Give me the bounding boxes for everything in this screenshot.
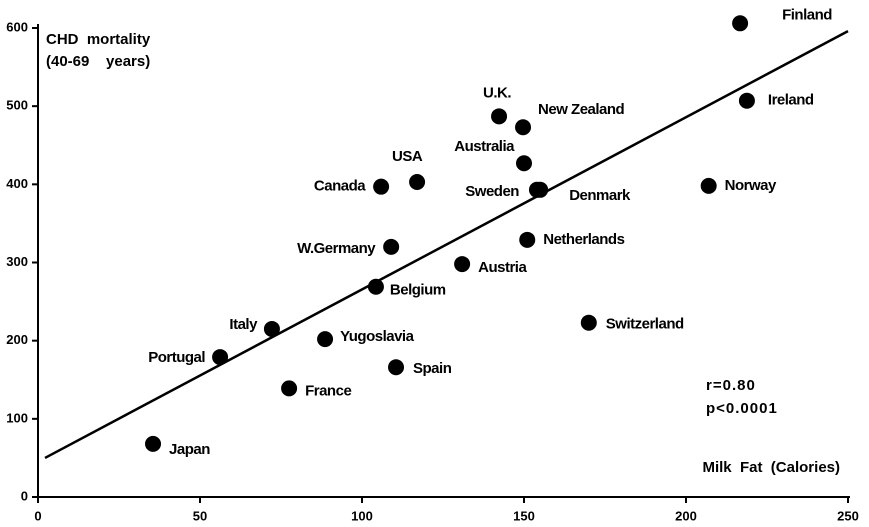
y-tick-label: 100 bbox=[6, 410, 28, 425]
y-tick-label: 400 bbox=[6, 176, 28, 191]
y-axis-label: (40-69 years) bbox=[46, 53, 150, 70]
x-tick-label: 200 bbox=[675, 508, 697, 523]
trendline bbox=[44, 30, 849, 460]
point bbox=[367, 278, 384, 295]
x-tick-label: 50 bbox=[193, 508, 207, 523]
x-tick-label: 100 bbox=[351, 508, 373, 523]
y-tick-label: 0 bbox=[21, 488, 28, 503]
point-label: Italy bbox=[229, 316, 258, 333]
point-label: Austria bbox=[478, 259, 527, 276]
annotation: r=0.80 bbox=[706, 377, 756, 394]
point bbox=[732, 15, 749, 32]
point-label: Australia bbox=[454, 138, 515, 155]
x-tick-label: 250 bbox=[837, 508, 859, 523]
point bbox=[516, 155, 532, 172]
point bbox=[388, 359, 405, 376]
point-label: Japan bbox=[169, 441, 210, 458]
point bbox=[515, 119, 532, 136]
point bbox=[145, 435, 162, 452]
y-axis-label: CHD mortality bbox=[46, 31, 151, 48]
y-tick-label: 600 bbox=[6, 19, 28, 34]
point-label: France bbox=[305, 382, 351, 399]
y-tick-label: 500 bbox=[6, 98, 28, 113]
point-label: Ireland bbox=[768, 92, 814, 109]
point-label: New Zealand bbox=[538, 101, 625, 118]
y-tick-label: 200 bbox=[6, 332, 28, 347]
point bbox=[317, 331, 334, 348]
point-label: U.K. bbox=[483, 84, 511, 101]
point bbox=[454, 256, 471, 273]
point bbox=[491, 108, 508, 125]
point-label: Norway bbox=[725, 177, 777, 194]
point-label: Netherlands bbox=[543, 231, 624, 248]
point-label: Finland bbox=[782, 6, 832, 23]
point-label: Sweden bbox=[465, 183, 519, 200]
point bbox=[212, 349, 229, 366]
point-label: W.Germany bbox=[297, 240, 376, 257]
point-label: Spain bbox=[413, 360, 452, 377]
point bbox=[383, 238, 400, 255]
y-tick-label: 300 bbox=[6, 254, 28, 269]
point bbox=[373, 178, 390, 195]
point-label: Denmark bbox=[569, 187, 631, 204]
point bbox=[700, 177, 717, 194]
x-axis-label: Milk Fat (Calories) bbox=[702, 459, 840, 476]
point bbox=[263, 320, 280, 337]
point-label: Portugal bbox=[148, 349, 205, 366]
point bbox=[409, 173, 426, 190]
x-tick-label: 0 bbox=[34, 508, 41, 523]
point-label: Canada bbox=[314, 178, 366, 195]
annotation: p<0.0001 bbox=[706, 400, 778, 417]
point-label: Switzerland bbox=[606, 316, 684, 333]
point bbox=[519, 231, 536, 248]
x-tick-label: 150 bbox=[513, 508, 535, 523]
point-label: Belgium bbox=[390, 282, 446, 299]
point bbox=[281, 380, 298, 397]
point-label: USA bbox=[392, 148, 423, 165]
point-label: Yugoslavia bbox=[340, 328, 415, 345]
point bbox=[738, 92, 755, 109]
point bbox=[532, 181, 549, 198]
point bbox=[580, 314, 597, 331]
